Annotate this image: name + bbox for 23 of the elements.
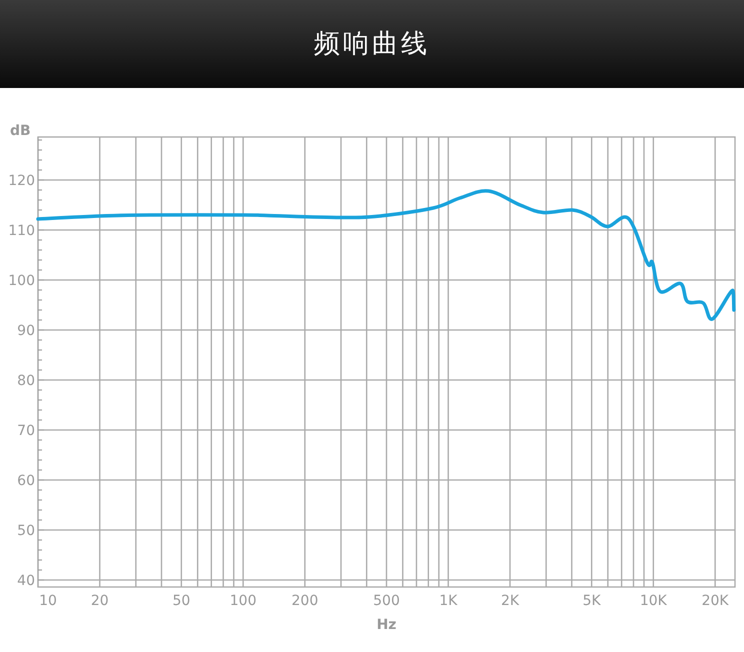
x-tick-label: 2K <box>500 593 520 609</box>
y-tick-label: 40 <box>17 573 35 589</box>
x-axis-title: Hz <box>376 617 396 633</box>
chart-title: 频响曲线 <box>314 29 430 59</box>
x-tick-label: 50 <box>172 593 190 609</box>
x-tick-label: 1K <box>439 593 458 609</box>
x-tick-label: 100 <box>230 593 256 609</box>
y-tick-label: 50 <box>17 523 35 539</box>
y-tick-label: 60 <box>17 473 35 489</box>
y-tick-label: 70 <box>17 423 35 439</box>
x-tick-label: 10 <box>39 593 57 609</box>
x-tick-label: 20K <box>702 593 730 609</box>
y-tick-label: 100 <box>8 273 35 289</box>
y-axis-title: dB <box>10 123 31 139</box>
x-tick-label: 500 <box>373 593 400 609</box>
x-tick-label: 200 <box>292 593 318 609</box>
y-tick-label: 90 <box>17 323 35 339</box>
x-tick-label: 5K <box>582 593 602 609</box>
x-tick-label: 20 <box>90 593 109 609</box>
y-tick-label: 120 <box>8 173 35 189</box>
x-tick-label: 10K <box>640 593 668 609</box>
y-tick-label: 110 <box>8 223 35 239</box>
y-tick-label: 80 <box>17 373 35 389</box>
